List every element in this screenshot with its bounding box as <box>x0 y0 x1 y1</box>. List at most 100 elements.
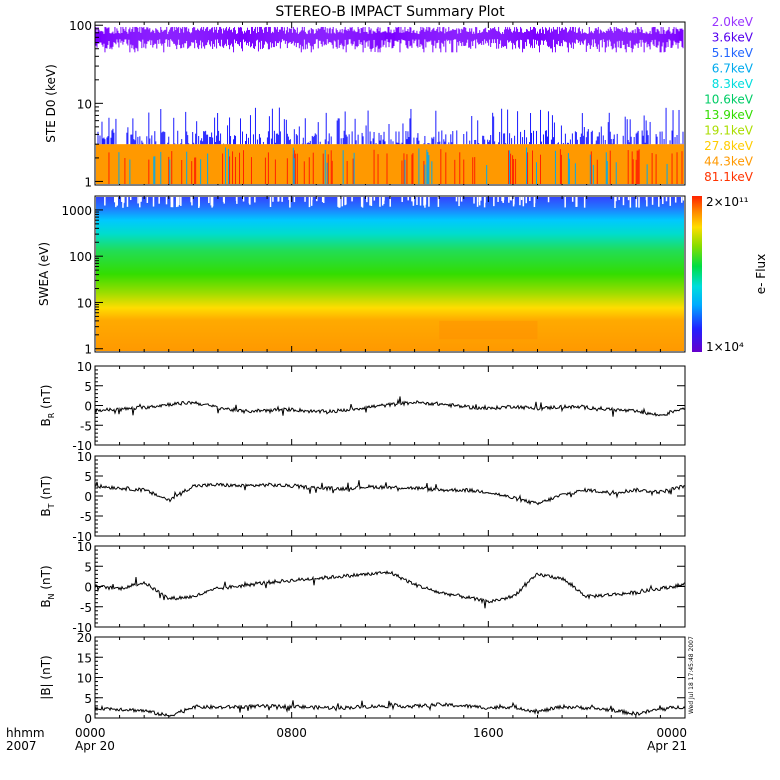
swea-gap <box>476 197 479 207</box>
y-tick-label: 5 <box>84 380 92 394</box>
y-tick-label: 0 <box>84 400 92 414</box>
y-tick-label: -5 <box>80 419 92 433</box>
swea-gap <box>622 197 625 206</box>
swea-gap <box>522 197 525 207</box>
swea-gap <box>455 197 458 202</box>
y-tick-label: -10 <box>72 439 92 453</box>
swea-gap <box>308 197 311 208</box>
swea-gap <box>104 197 106 206</box>
swea-gap <box>669 197 672 206</box>
swea-gap <box>339 197 341 208</box>
swea-gap <box>126 197 129 207</box>
swea-gap <box>658 197 660 207</box>
x-axis-row2-label: 2007 <box>6 739 37 753</box>
bt-panel: 10 5 0 -5 -10 BT (nT) <box>39 450 686 544</box>
swea-gap <box>190 197 192 203</box>
swea-gap <box>345 197 347 205</box>
swea-gap <box>369 197 371 206</box>
ste-ylabel: STE D0 (keV) <box>44 64 58 143</box>
swea-gap <box>484 197 486 203</box>
y-tick-label: -10 <box>72 530 92 544</box>
swea-gap <box>389 197 391 207</box>
br-panel-ylabel: BR (nT) <box>39 385 56 427</box>
swea-gap <box>249 197 251 205</box>
y-tick-label: 10 <box>77 672 92 686</box>
swea-gap <box>121 197 123 202</box>
swea-gap <box>146 197 149 203</box>
plot-title: STEREO-B IMPACT Summary Plot <box>275 4 505 20</box>
swea-gap <box>269 197 272 207</box>
swea-gap <box>165 197 168 205</box>
swea-gap <box>533 197 536 208</box>
swea-gap <box>525 197 527 204</box>
swea-gap <box>407 197 409 201</box>
legend-entry: 10.6keV <box>704 93 754 107</box>
swea-gap <box>583 197 586 208</box>
swea-gap <box>316 197 318 202</box>
swea-gap <box>289 197 291 208</box>
ste-orange-band <box>96 144 684 184</box>
swea-gap <box>191 197 193 206</box>
swea-gap <box>122 197 125 204</box>
swea-gap <box>401 197 403 202</box>
swea-gap <box>423 197 425 206</box>
swea-gap <box>337 197 339 207</box>
swea-gap <box>502 197 504 203</box>
x-tick-time: 1600 <box>473 726 504 740</box>
legend-entry: 8.3keV <box>712 77 754 91</box>
br-panel-series-line <box>94 396 686 417</box>
y-tick-label: 10 <box>77 540 92 554</box>
swea-gap <box>242 197 245 202</box>
swea-gap <box>635 197 638 208</box>
y-tick-label: 0 <box>84 490 92 504</box>
swea-gap <box>627 197 630 201</box>
swea-gap <box>508 197 510 203</box>
swea-gap <box>129 197 132 201</box>
swea-gap <box>501 197 503 202</box>
swea-gap <box>277 197 279 202</box>
y-tick-label: 100 <box>69 19 92 33</box>
swea-gap <box>412 197 415 202</box>
y-tick-label: -5 <box>80 510 92 524</box>
swea-gap <box>321 197 324 203</box>
swea-gap <box>361 197 364 208</box>
swea-gap <box>178 197 180 206</box>
swea-gap <box>411 197 413 202</box>
bn-panel-series-line <box>94 570 686 609</box>
y-tick-label: 0 <box>84 581 92 595</box>
swea-gap <box>304 197 306 202</box>
swea-gap <box>458 197 460 207</box>
swea-gap <box>366 197 368 201</box>
swea-gap <box>615 197 617 202</box>
swea-gap <box>682 197 685 201</box>
bn-panel: 10 5 0 -5 -10 BN (nT) <box>39 540 686 635</box>
y-tick-label: 10 <box>77 450 92 464</box>
y-tick-label: 20 <box>77 631 92 645</box>
bt-panel-ylabel: BT (nT) <box>39 475 56 516</box>
swea-gap <box>344 197 346 206</box>
y-tick-label: -10 <box>72 621 92 635</box>
swea-gap <box>478 197 481 206</box>
x-tick-date: Apr 20 <box>75 739 115 753</box>
swea-gap <box>519 197 521 206</box>
swea-gap <box>497 197 499 202</box>
x-tick-time: 0800 <box>276 726 307 740</box>
y-tick-label: 10 <box>77 97 92 111</box>
swea-gap <box>370 197 373 206</box>
swea-gap <box>113 197 116 203</box>
y-tick-label: -5 <box>80 601 92 615</box>
swea-ylabel: SWEA (eV) <box>37 242 51 306</box>
swea-gap <box>665 197 668 202</box>
y-tick-label: 10 <box>77 360 92 374</box>
swea-gap <box>373 197 376 201</box>
swea-gap <box>180 197 182 206</box>
swea-gap <box>137 197 139 204</box>
colorbar-min-label: 1×10⁴ <box>706 340 744 354</box>
swea-gap <box>171 197 174 208</box>
swea-gap <box>662 197 664 205</box>
y-tick-label: 0 <box>84 712 92 726</box>
swea-gap <box>351 197 353 202</box>
swea-gap <box>564 197 566 208</box>
